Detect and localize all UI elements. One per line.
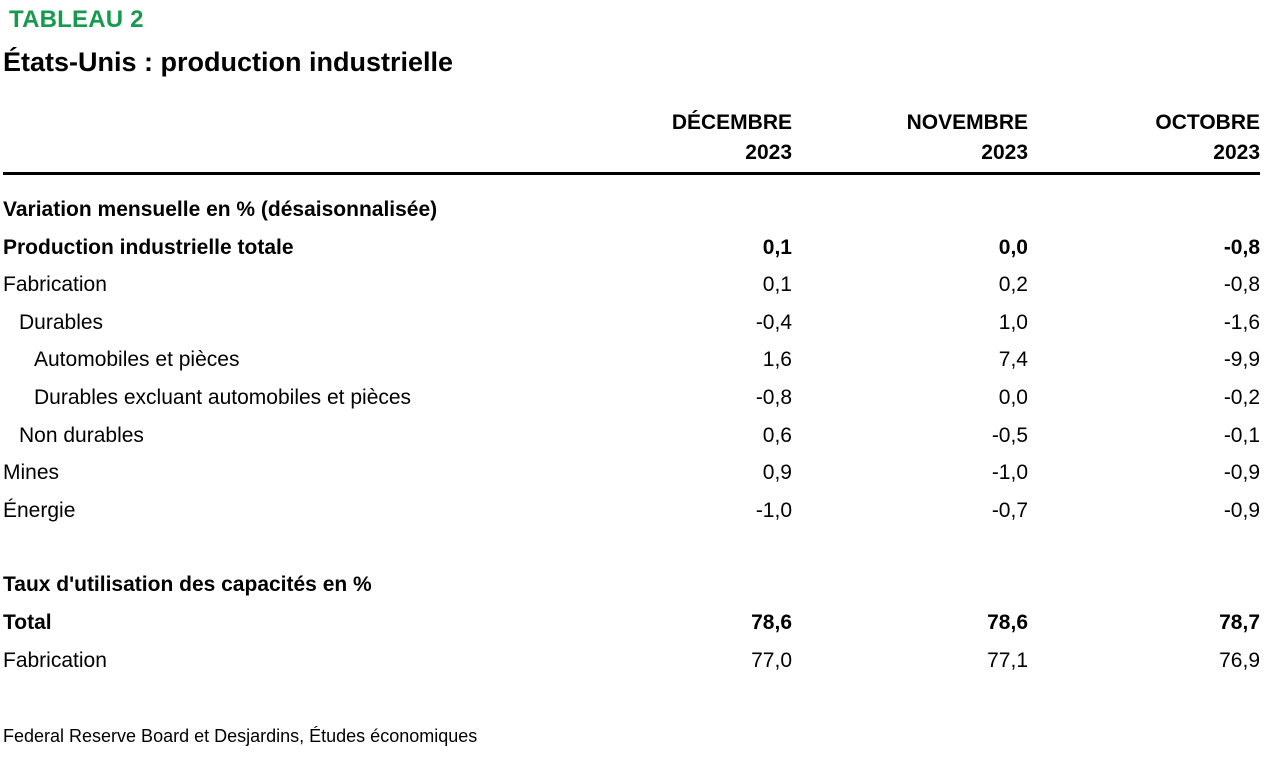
row-label: Mines [3,461,60,485]
cell-value: 7,4 [998,348,1028,372]
column-month-label: OCTOBRE [1155,111,1260,134]
table-row: Durables -0,4 1,0 -1,6 [3,304,1260,342]
cell-value: -1,0 [755,498,792,522]
row-label: Fabrication [3,273,107,297]
cell-value: -0,5 [991,423,1028,447]
cell-value: -1,0 [991,461,1028,485]
column-month-label: NOVEMBRE [906,111,1028,134]
cell-value: 0,0 [998,385,1028,409]
section-header-row: Taux d'utilisation des capacités en % [3,566,1260,604]
section-header: Taux d'utilisation des capacités en % [3,573,372,597]
row-label: Total [3,610,52,634]
column-year-label: 2023 [1213,141,1260,164]
table-row: Mines 0,9 -1,0 -0,9 [3,454,1260,492]
cell-value: -0,4 [755,310,792,334]
table-title: États-Unis : production industrielle [3,47,454,77]
row-label: Non durables [19,423,144,447]
cell-value: -0,9 [1223,461,1260,485]
table-row: Non durables 0,6 -0,5 -0,1 [3,417,1260,455]
cell-value: 0,1 [762,273,792,297]
cell-value: 0,9 [762,461,792,485]
column-month-label: DÉCEMBRE [671,111,792,134]
row-label: Production industrielle totale [3,235,294,259]
section-header-row: Variation mensuelle en % (désaisonnalisé… [3,191,1260,229]
section-spacer [3,529,1260,566]
cell-value: 78,7 [1219,610,1260,634]
row-label: Automobiles et pièces [34,348,240,372]
cell-value: -9,9 [1223,348,1260,372]
table-row: Fabrication 0,1 0,2 -0,8 [3,266,1260,304]
row-label: Durables [19,310,104,334]
cell-value: 1,0 [998,310,1028,334]
row-label: Énergie [3,498,76,522]
page: TABLEAU 2 États-Unis : production indust… [0,7,1280,764]
cell-value: -0,9 [1223,498,1260,522]
cell-value: 1,6 [762,348,792,372]
cell-value: -0,7 [991,498,1028,522]
cell-value: 77,1 [987,648,1028,672]
table-row: Automobiles et pièces 1,6 7,4 -9,9 [3,341,1260,379]
row-label: Fabrication [3,648,107,672]
table-row: Production industrielle totale 0,1 0,0 -… [3,229,1260,267]
section-header: Variation mensuelle en % (désaisonnalisé… [3,198,438,221]
table-row: Énergie -1,0 -0,7 -0,9 [3,492,1260,530]
cell-value: 78,6 [751,610,792,634]
column-year-label: 2023 [981,141,1028,164]
cell-value: 0,1 [762,235,792,259]
cell-value: -0,8 [1223,235,1260,259]
column-header-november: NOVEMBRE 2023 [792,108,1028,168]
column-header-october: OCTOBRE 2023 [1028,108,1260,168]
cell-value: -0,1 [1223,423,1260,447]
cell-value: -0,8 [1223,273,1260,297]
row-label: Durables excluant automobiles et pièces [34,385,412,409]
table-row: Total 78,6 78,6 78,7 [3,604,1260,642]
cell-value: 0,0 [998,235,1028,259]
column-header-december: DÉCEMBRE 2023 [559,108,792,168]
cell-value: 76,9 [1219,648,1260,672]
table-row: Fabrication 77,0 77,1 76,9 [3,642,1260,680]
column-year-label: 2023 [745,141,792,164]
cell-value: 77,0 [751,648,792,672]
data-table: DÉCEMBRE 2023 NOVEMBRE 2023 OCTOBRE 2023… [3,108,1260,679]
table-body: Variation mensuelle en % (désaisonnalisé… [3,175,1260,679]
cell-value: -0,2 [1223,385,1260,409]
cell-value: 0,2 [998,273,1028,297]
source-note: Federal Reserve Board et Desjardins, Étu… [3,726,478,747]
table-number: TABLEAU 2 [9,6,144,33]
table-row: Durables excluant automobiles et pièces … [3,379,1260,417]
table-header-row: DÉCEMBRE 2023 NOVEMBRE 2023 OCTOBRE 2023 [3,108,1260,175]
cell-value: -1,6 [1223,310,1260,334]
cell-value: 0,6 [762,423,792,447]
cell-value: 78,6 [987,610,1028,634]
cell-value: -0,8 [755,385,792,409]
